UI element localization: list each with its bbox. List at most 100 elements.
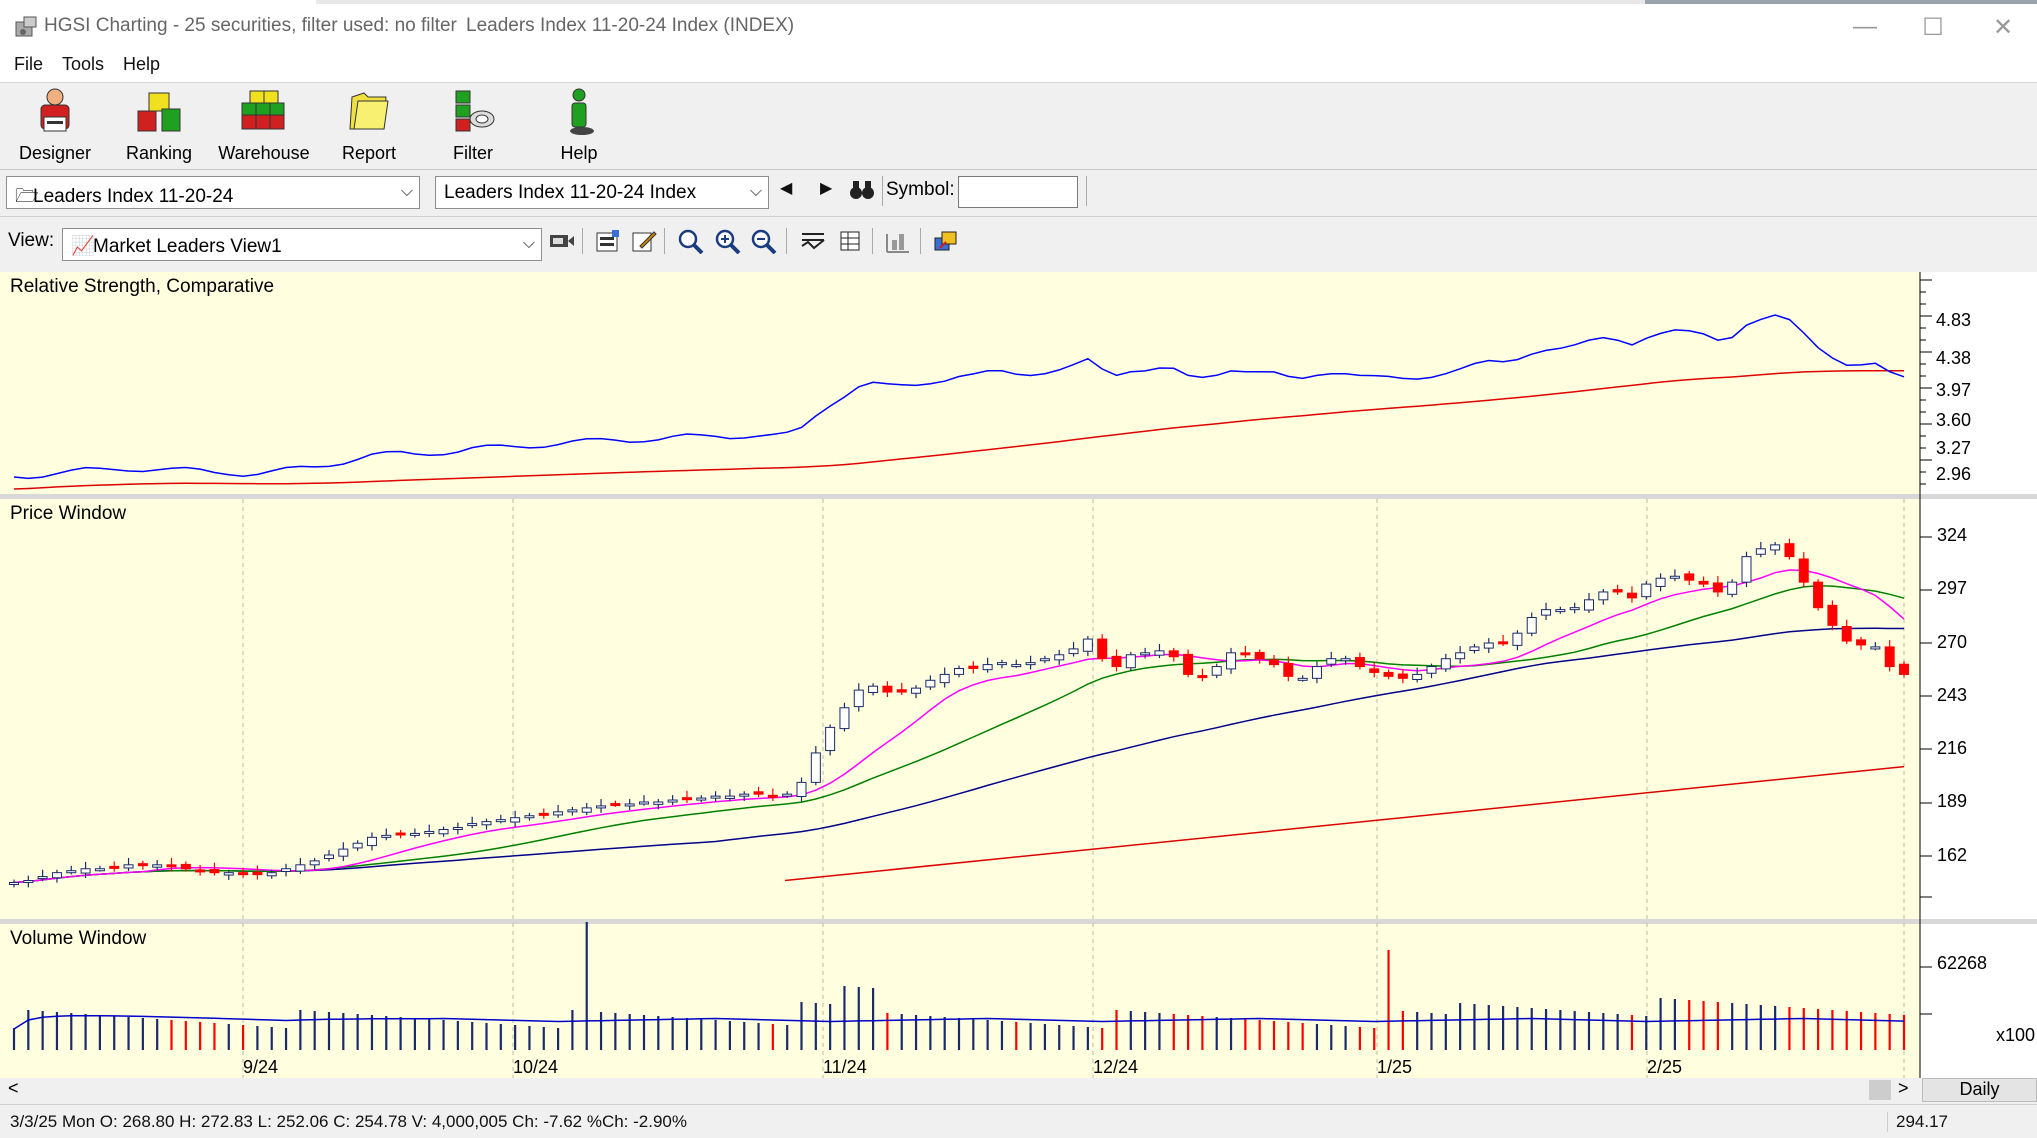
zoom-icon[interactable] bbox=[677, 228, 705, 254]
scroll-thumb[interactable] bbox=[1869, 1080, 1891, 1100]
candle-body bbox=[925, 679, 936, 688]
candle-body bbox=[667, 799, 678, 803]
warehouse-button[interactable]: Warehouse bbox=[212, 85, 316, 167]
rs-tick-label: 3.60 bbox=[1936, 410, 1972, 430]
menu-help[interactable]: Help bbox=[123, 54, 161, 74]
pane-splitter[interactable] bbox=[0, 919, 2037, 924]
next-security-icon[interactable]: ▶ bbox=[820, 180, 833, 197]
date-label: 2/25 bbox=[1647, 1057, 1683, 1077]
candle-body bbox=[1412, 673, 1423, 681]
filter-icon bbox=[455, 90, 495, 132]
ma-50-line bbox=[13, 627, 1904, 884]
report-button[interactable]: Report bbox=[317, 85, 421, 167]
zoom-out-icon[interactable] bbox=[750, 228, 778, 254]
candle-body bbox=[1269, 659, 1279, 666]
export-icon[interactable] bbox=[932, 228, 960, 254]
candle-body bbox=[710, 795, 721, 799]
binoculars-icon[interactable] bbox=[849, 178, 875, 200]
period-daily-button[interactable]: Daily bbox=[1922, 1078, 2037, 1102]
candle-body bbox=[1827, 604, 1838, 626]
candle-body bbox=[1082, 638, 1093, 652]
candle-body bbox=[80, 868, 91, 874]
report-icon bbox=[349, 92, 389, 130]
view-combo-value: 📈Market Leaders View1 bbox=[71, 236, 282, 257]
menu-file[interactable]: File bbox=[14, 54, 44, 74]
close-button[interactable]: ✕ bbox=[1992, 13, 2014, 41]
candle-body bbox=[9, 881, 19, 885]
candle-body bbox=[1340, 658, 1351, 662]
candle-body bbox=[1369, 668, 1380, 673]
date-label: 9/24 bbox=[243, 1057, 279, 1077]
price-pane-bg-full bbox=[0, 499, 1920, 919]
date-label: 10/24 bbox=[513, 1057, 559, 1077]
price-axis-bg bbox=[1920, 499, 2037, 919]
filter-button[interactable]: Filter bbox=[421, 85, 525, 167]
list-combo[interactable]: 🗁Leaders Index 11-20-24 ⌵ bbox=[6, 176, 420, 209]
candle-body bbox=[37, 876, 48, 880]
candle-body bbox=[1856, 639, 1867, 646]
symbol-input[interactable] bbox=[958, 176, 1078, 208]
candle-body bbox=[1626, 592, 1637, 599]
view-combo[interactable]: 📈Market Leaders View1 ⌵ bbox=[62, 228, 542, 261]
minimize-button[interactable]: — bbox=[1853, 13, 1877, 40]
price-plot bbox=[9, 538, 1909, 888]
menu-tools[interactable]: Tools bbox=[62, 54, 105, 74]
horizontal-scrollbar[interactable]: < > bbox=[0, 1078, 2037, 1102]
candle-body bbox=[1397, 673, 1408, 679]
security-combo[interactable]: Leaders Index 11-20-24 Index ⌵ bbox=[435, 176, 769, 209]
status-text: 3/3/25 Mon O: 268.80 H: 272.83 L: 252.06… bbox=[10, 1112, 687, 1131]
scroll-left-icon[interactable]: < bbox=[8, 1078, 19, 1098]
price-tick-label: 297 bbox=[1937, 578, 1968, 598]
ranking-button[interactable]: Ranking bbox=[107, 85, 211, 167]
properties-icon[interactable] bbox=[594, 228, 622, 254]
candle-body bbox=[639, 801, 649, 805]
candle-body bbox=[1197, 675, 1208, 679]
designer-label: Designer bbox=[18, 143, 92, 163]
candle-body bbox=[452, 827, 463, 831]
edit-notes-icon[interactable] bbox=[630, 228, 658, 254]
price-tick-label: 324 bbox=[1937, 525, 1968, 545]
maximize-button[interactable]: ☐ bbox=[1922, 13, 1944, 41]
candle-body bbox=[23, 880, 34, 884]
candle-body bbox=[982, 664, 993, 671]
candle-body bbox=[681, 797, 692, 801]
zoom-in-icon[interactable] bbox=[714, 228, 742, 254]
candle-body bbox=[1068, 648, 1079, 655]
candle-body bbox=[796, 781, 807, 798]
candle-body bbox=[438, 828, 449, 835]
candle-body bbox=[1712, 582, 1723, 593]
ranking-label: Ranking bbox=[125, 143, 193, 163]
candle-body bbox=[1140, 652, 1151, 656]
data-table-icon[interactable] bbox=[836, 228, 864, 254]
candle-body bbox=[1669, 575, 1680, 579]
candle-body bbox=[1770, 544, 1781, 551]
candle-body bbox=[954, 668, 964, 675]
candle-body bbox=[381, 834, 392, 838]
designer-button[interactable]: Designer bbox=[3, 85, 107, 167]
previous-security-icon[interactable]: ◀ bbox=[780, 180, 793, 197]
candle-body bbox=[1555, 609, 1566, 613]
candle-body bbox=[1311, 666, 1322, 679]
studies-icon[interactable] bbox=[799, 228, 827, 254]
drawing-tools-icon[interactable] bbox=[884, 228, 912, 254]
scroll-right-icon[interactable]: > bbox=[1898, 1078, 1909, 1098]
designer-icon bbox=[40, 88, 70, 132]
candle-body bbox=[1354, 657, 1365, 668]
candle-body bbox=[324, 854, 334, 860]
candle-body bbox=[166, 864, 177, 868]
candle-body bbox=[1297, 677, 1308, 681]
candle-body bbox=[66, 870, 77, 874]
view-settings-icon[interactable] bbox=[548, 228, 576, 254]
candle-body bbox=[1011, 664, 1022, 668]
volume-axis-bg bbox=[1920, 924, 2037, 1078]
candle-body bbox=[624, 803, 635, 807]
candle-body bbox=[180, 863, 191, 870]
candle-body bbox=[939, 673, 950, 684]
volume-average-line bbox=[13, 1014, 1905, 1030]
separator bbox=[582, 228, 583, 254]
pane-splitter[interactable] bbox=[0, 494, 2037, 499]
candle-body bbox=[1054, 654, 1065, 661]
help-button[interactable]: Help bbox=[527, 85, 631, 167]
volume-pane-title: Volume Window bbox=[10, 928, 147, 949]
status-value: 294.17 bbox=[1887, 1112, 1948, 1132]
